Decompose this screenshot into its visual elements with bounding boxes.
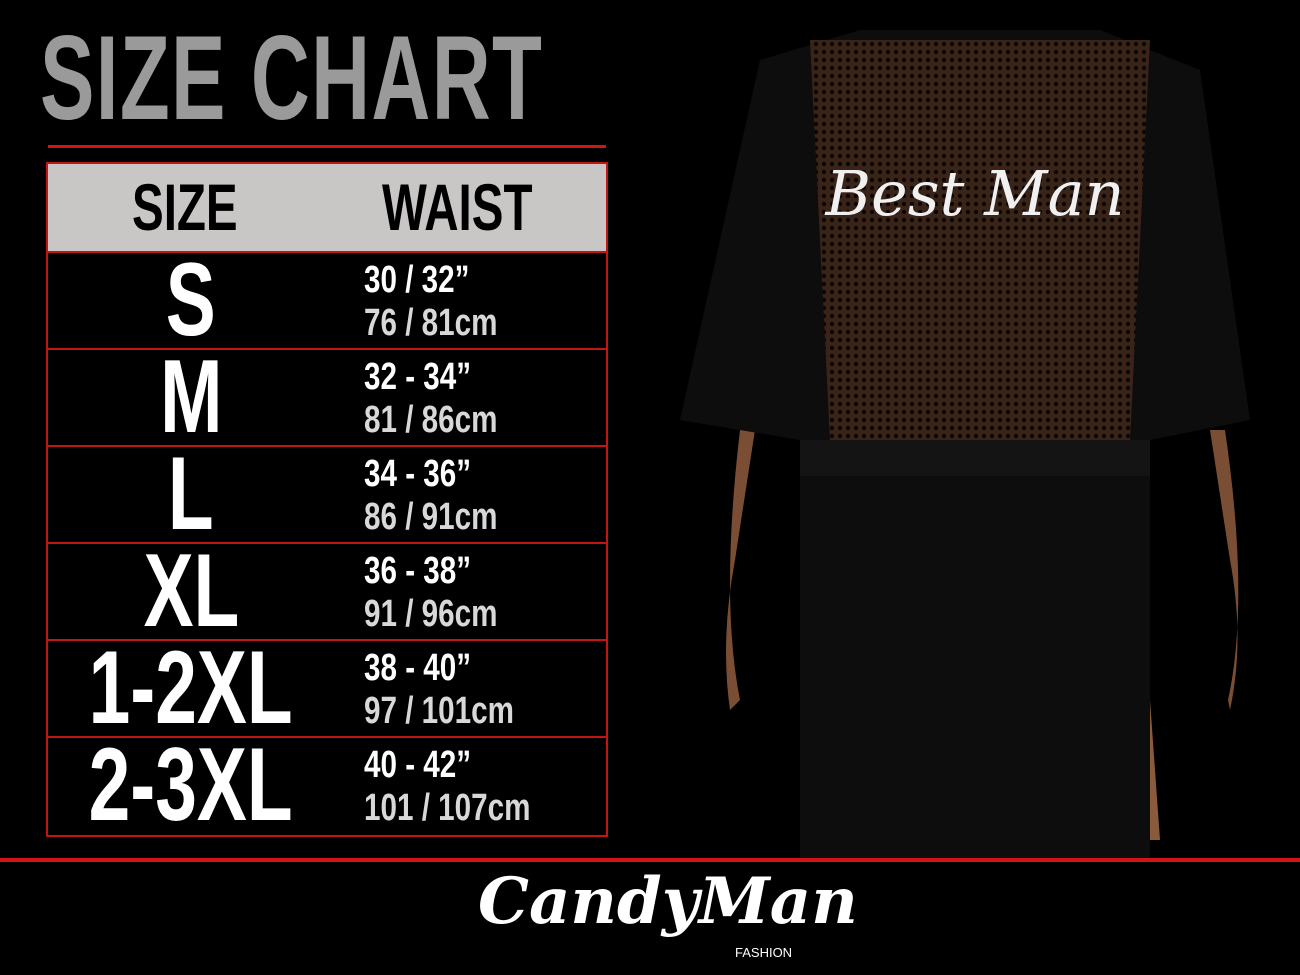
header-waist: WAIST bbox=[382, 170, 533, 244]
size-cell: 1-2XL bbox=[48, 630, 334, 746]
size-label: 1-2XL bbox=[89, 630, 293, 746]
waist-inches: 40 - 42” bbox=[364, 744, 472, 786]
size-cell: M bbox=[48, 339, 334, 455]
table-row: L 34 - 36” 86 / 91cm bbox=[48, 436, 606, 552]
size-cell: XL bbox=[48, 533, 334, 649]
waist-inches: 32 - 34” bbox=[364, 356, 472, 398]
mesh-panel bbox=[810, 40, 1150, 440]
table-row: 1-2XL 38 - 40” 97 / 101cm bbox=[48, 630, 606, 746]
waist-cm: 97 / 101cm bbox=[364, 690, 514, 732]
waist-inches: 36 - 38” bbox=[364, 550, 472, 592]
waist-inches: 38 - 40” bbox=[364, 647, 472, 689]
waist-cm: 81 / 86cm bbox=[364, 399, 498, 441]
size-label: XL bbox=[143, 533, 239, 649]
product-photo: Best Man bbox=[680, 30, 1250, 860]
size-label: L bbox=[168, 436, 214, 552]
size-cell: L bbox=[48, 436, 334, 552]
footer-divider bbox=[0, 858, 1300, 862]
table-row: 2-3XL 40 - 42” 101 / 107cm bbox=[48, 727, 606, 843]
size-label: M bbox=[159, 339, 223, 455]
brand-logo-sub: FASHION bbox=[735, 945, 793, 960]
waist-cm: 91 / 96cm bbox=[364, 593, 498, 635]
size-label: 2-3XL bbox=[89, 727, 293, 843]
waist-inches: 30 / 32” bbox=[364, 259, 470, 301]
robe-belt bbox=[800, 440, 1150, 476]
size-label: S bbox=[166, 242, 216, 358]
size-table: SIZE WAIST S 30 / 32” 76 / 81cm M 32 - 34… bbox=[46, 162, 608, 837]
table-body: S 30 / 32” 76 / 81cm M 32 - 34” 81 / 86cm… bbox=[48, 242, 606, 843]
size-cell: 2-3XL bbox=[48, 727, 334, 843]
table-row: S 30 / 32” 76 / 81cm bbox=[48, 242, 606, 358]
page-title: SIZE CHART bbox=[40, 11, 544, 145]
waist-cm: 101 / 107cm bbox=[364, 787, 531, 829]
table-row: XL 36 - 38” 91 / 96cm bbox=[48, 533, 606, 649]
table-header: SIZE WAIST bbox=[48, 164, 606, 253]
back-print-text: Best Man bbox=[824, 157, 1124, 230]
title-divider bbox=[48, 145, 606, 148]
waist-cm: 76 / 81cm bbox=[364, 302, 498, 344]
left-arm bbox=[726, 430, 755, 710]
table-row: M 32 - 34” 81 / 86cm bbox=[48, 339, 606, 455]
brand-logo: CandyMan bbox=[478, 864, 858, 939]
right-arm bbox=[1210, 430, 1239, 710]
size-cell: S bbox=[48, 242, 334, 358]
header-size: SIZE bbox=[132, 170, 238, 244]
waist-cm: 86 / 91cm bbox=[364, 496, 498, 538]
waist-inches: 34 - 36” bbox=[364, 453, 472, 495]
